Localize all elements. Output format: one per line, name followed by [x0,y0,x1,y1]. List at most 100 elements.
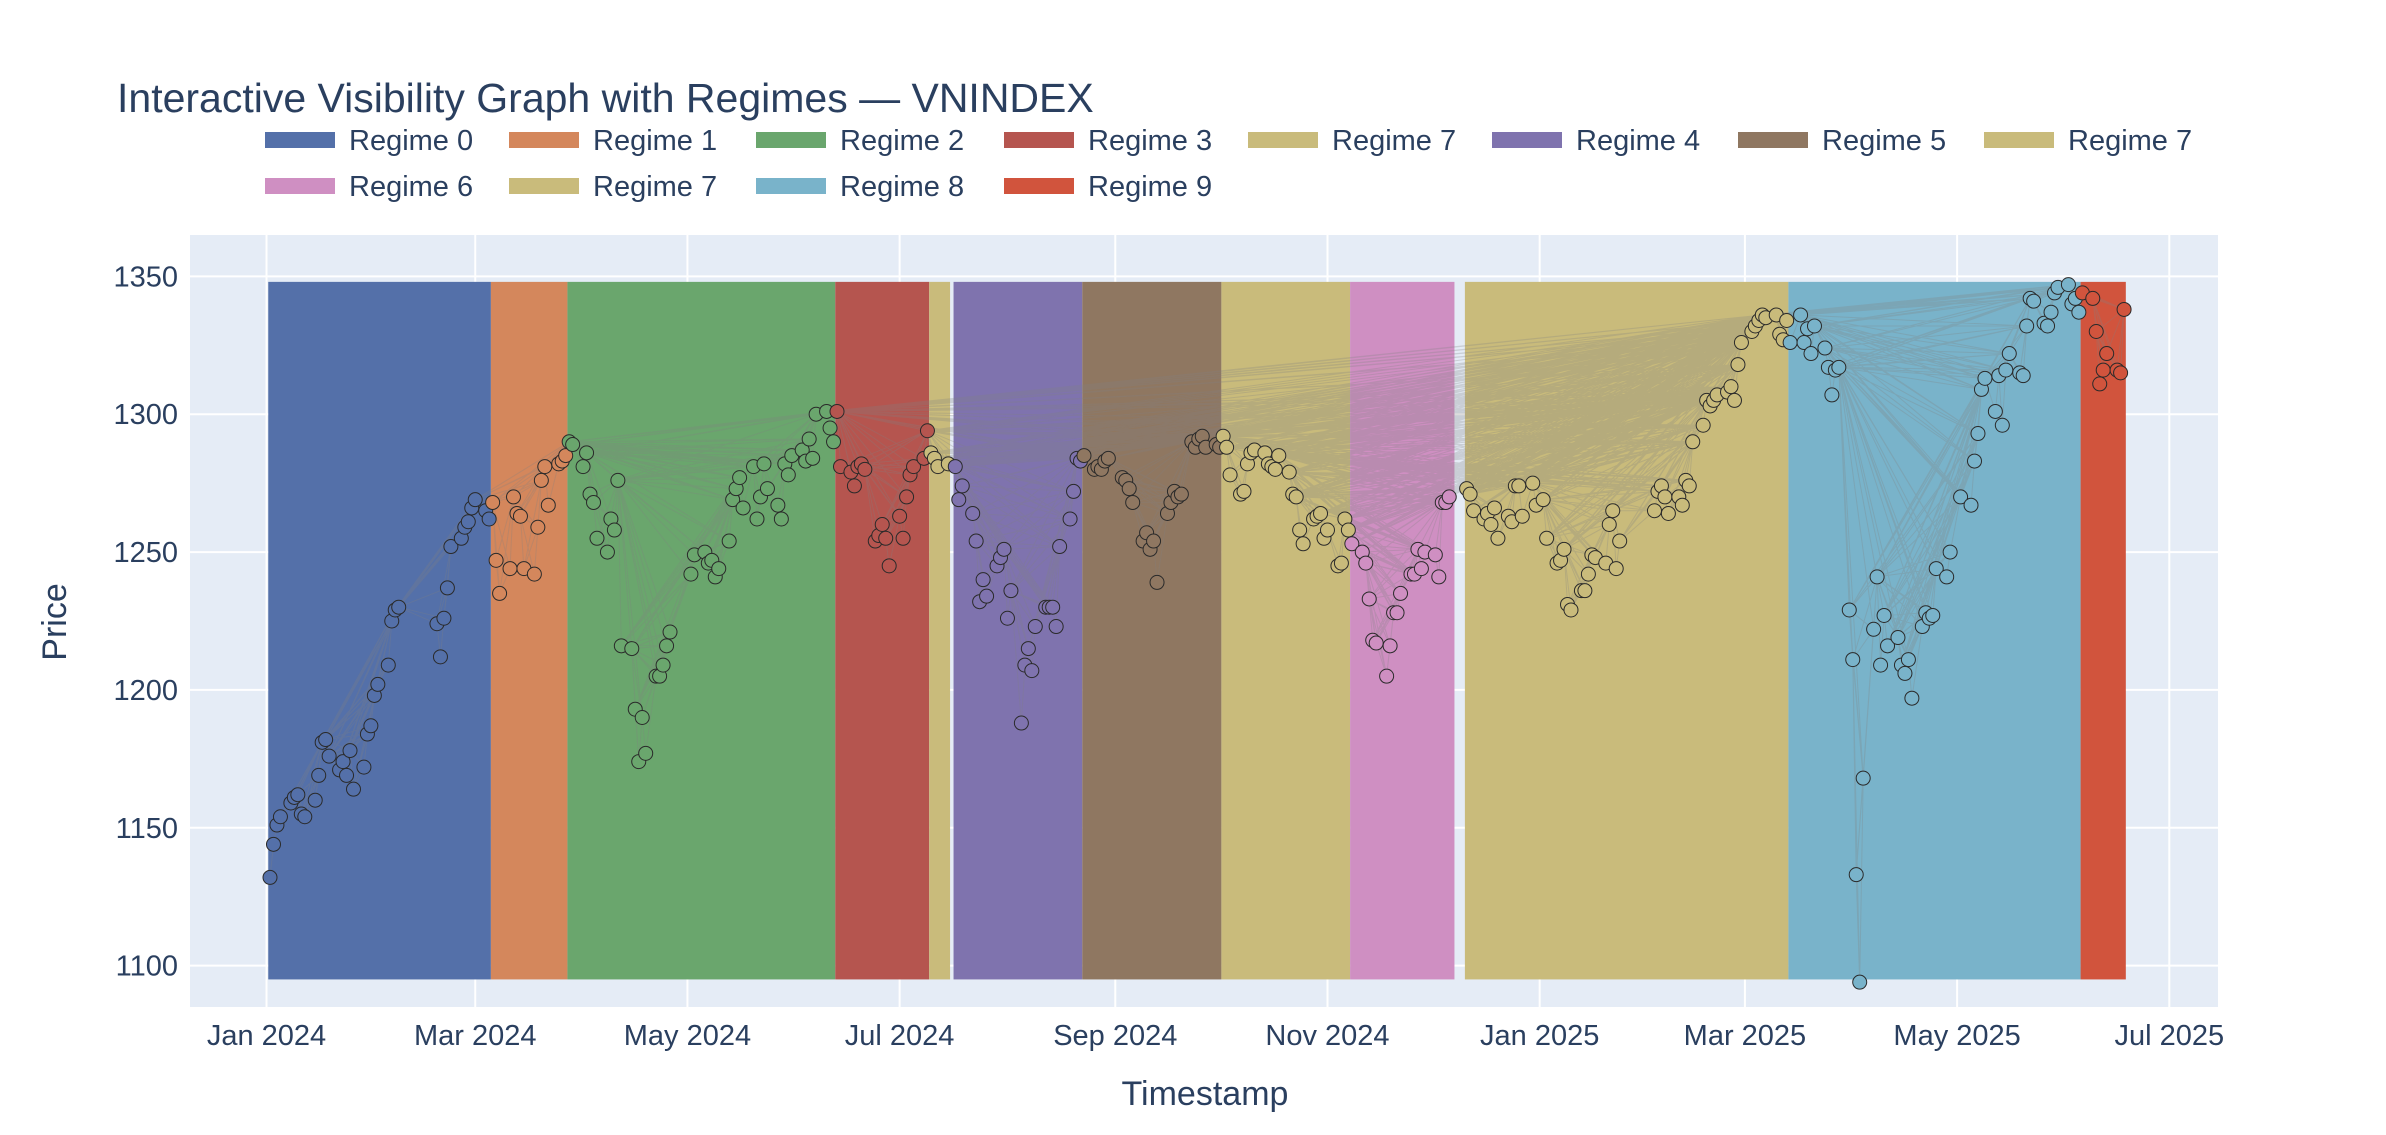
data-point-307[interactable] [1848,867,1864,883]
data-point-18[interactable] [345,781,361,797]
data-point-133[interactable] [954,478,970,494]
data-point-354[interactable] [2088,324,2104,339]
data-point-333[interactable] [1987,403,2003,419]
data-point-19[interactable] [356,759,372,775]
data-point-212[interactable] [1344,536,1360,552]
data-point-244[interactable] [1511,478,1527,494]
data-point-340[interactable] [2019,318,2035,334]
data-point-245[interactable] [1514,508,1530,524]
data-point-131[interactable] [947,459,963,475]
data-point-119[interactable] [881,558,897,574]
data-point-153[interactable] [1052,539,1068,555]
data-point-48[interactable] [526,566,542,582]
data-point-309[interactable] [1855,770,1871,786]
data-point-218[interactable] [1379,668,1395,684]
data-point-59[interactable] [579,445,595,461]
data-point-6[interactable] [290,787,306,803]
data-point-323[interactable] [1925,607,1941,623]
data-point-264[interactable] [1612,533,1628,549]
data-point-209[interactable] [1333,555,1349,571]
data-point-214[interactable] [1358,555,1374,571]
data-point-143[interactable] [1003,583,1019,599]
legend-item-8[interactable]: Regime 6 [265,171,473,203]
data-point-345[interactable] [2043,304,2059,320]
data-point-217[interactable] [1368,635,1384,651]
data-point-262[interactable] [1605,503,1621,519]
data-point-284[interactable] [1733,335,1749,351]
data-point-314[interactable] [1880,638,1896,654]
data-point-268[interactable] [1657,489,1673,505]
data-point-94[interactable] [759,481,775,497]
legend-item-0[interactable]: Regime 0 [265,125,473,157]
data-point-35[interactable] [460,514,476,530]
data-point-138[interactable] [979,588,995,604]
data-point-21[interactable] [363,718,379,734]
data-point-1[interactable] [265,836,281,852]
legend[interactable]: Regime 0 Regime 1 Regime 2 Regime 3 Regime 7… [265,125,2192,203]
data-point-49[interactable] [530,519,546,535]
legend-item-6[interactable]: Regime 5 [1738,125,1946,157]
data-point-76[interactable] [659,638,675,654]
data-point-46[interactable] [512,508,528,524]
data-point-254[interactable] [1563,602,1579,618]
data-point-271[interactable] [1674,497,1690,513]
data-point-330[interactable] [1970,426,1986,442]
data-point-306[interactable] [1845,652,1861,668]
data-point-283[interactable] [1730,357,1746,373]
data-point-302[interactable] [1824,387,1840,403]
data-point-31[interactable] [439,580,455,596]
data-point-50[interactable] [533,472,549,488]
data-point-96[interactable] [773,511,789,527]
data-point-294[interactable] [1782,335,1798,351]
data-point-107[interactable] [826,434,842,450]
data-point-117[interactable] [874,517,890,532]
data-point-226[interactable] [1413,561,1429,577]
data-point-52[interactable] [540,497,556,513]
data-point-269[interactable] [1660,505,1676,521]
data-point-351[interactable] [2071,304,2087,320]
data-point-248[interactable] [1535,492,1551,508]
data-point-37[interactable] [467,492,483,508]
legend-item-9[interactable]: Regime 7 [509,171,717,203]
data-point-137[interactable] [975,572,991,588]
data-point-240[interactable] [1490,530,1506,546]
data-point-205[interactable] [1313,505,1329,521]
data-point-15[interactable] [335,754,351,770]
data-point-299[interactable] [1806,318,1822,334]
data-point-275[interactable] [1695,417,1711,433]
data-point-84[interactable] [711,561,727,577]
legend-item-3[interactable]: Regime 3 [1004,125,1212,157]
data-point-177[interactable] [1173,486,1189,502]
data-point-326[interactable] [1942,544,1958,560]
data-point-252[interactable] [1556,541,1572,557]
data-point-348[interactable] [2060,277,2076,293]
data-point-166[interactable] [1121,481,1137,497]
data-point-319[interactable] [1904,690,1920,706]
legend-item-4[interactable]: Regime 7 [1248,125,1456,157]
data-point-207[interactable] [1319,522,1335,538]
data-point-75[interactable] [655,657,671,673]
data-point-215[interactable] [1361,591,1377,607]
data-point-232[interactable] [1441,489,1457,505]
data-point-246[interactable] [1525,475,1541,491]
data-point-313[interactable] [1876,607,1892,623]
data-point-219[interactable] [1382,638,1398,654]
data-point-315[interactable] [1890,630,1906,646]
data-point-65[interactable] [606,522,622,538]
data-point-317[interactable] [1897,665,1913,681]
price-markers[interactable] [262,277,2132,990]
data-point-282[interactable] [1726,392,1742,408]
data-point-91[interactable] [749,511,765,527]
data-point-78[interactable] [683,566,699,582]
data-point-298[interactable] [1803,346,1819,362]
data-point-43[interactable] [502,561,518,577]
data-point-239[interactable] [1486,500,1502,516]
data-point-197[interactable] [1271,448,1287,464]
data-point-93[interactable] [756,456,772,472]
data-point-51[interactable] [537,459,553,475]
data-point-57[interactable] [565,437,581,453]
data-point-122[interactable] [899,489,915,505]
data-point-186[interactable] [1219,439,1235,455]
data-point-102[interactable] [801,431,817,447]
data-point-311[interactable] [1869,569,1885,585]
